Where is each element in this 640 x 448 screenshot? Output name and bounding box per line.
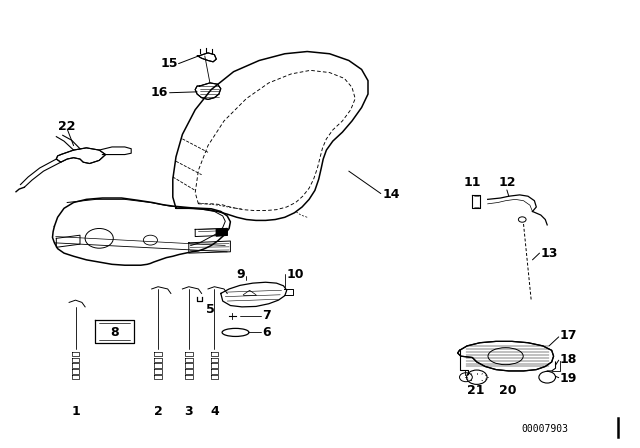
Text: 9: 9 (237, 267, 245, 281)
Text: 00007903: 00007903 (522, 424, 569, 434)
Text: 16: 16 (151, 86, 168, 99)
Text: 7: 7 (262, 309, 271, 323)
Polygon shape (458, 341, 554, 371)
Text: 4: 4 (210, 405, 219, 418)
Text: 5: 5 (206, 302, 215, 316)
Text: 15: 15 (161, 57, 178, 70)
Text: 14: 14 (383, 188, 400, 202)
Text: 2: 2 (154, 405, 163, 418)
Text: 11: 11 (463, 176, 481, 189)
Text: 12: 12 (498, 176, 516, 189)
Text: 1: 1 (71, 405, 80, 418)
Text: 13: 13 (541, 246, 558, 260)
Text: 21: 21 (467, 384, 484, 397)
Text: 6: 6 (262, 326, 271, 339)
Text: 17: 17 (560, 328, 577, 342)
Polygon shape (195, 83, 221, 99)
Polygon shape (56, 148, 106, 164)
Text: 19: 19 (560, 372, 577, 385)
Text: 10: 10 (287, 267, 304, 281)
Text: 20: 20 (499, 384, 516, 397)
Text: 18: 18 (560, 353, 577, 366)
Polygon shape (197, 53, 216, 62)
Text: 3: 3 (184, 405, 193, 418)
Text: 8: 8 (110, 326, 119, 339)
Polygon shape (216, 228, 227, 236)
Text: 22: 22 (58, 120, 76, 133)
